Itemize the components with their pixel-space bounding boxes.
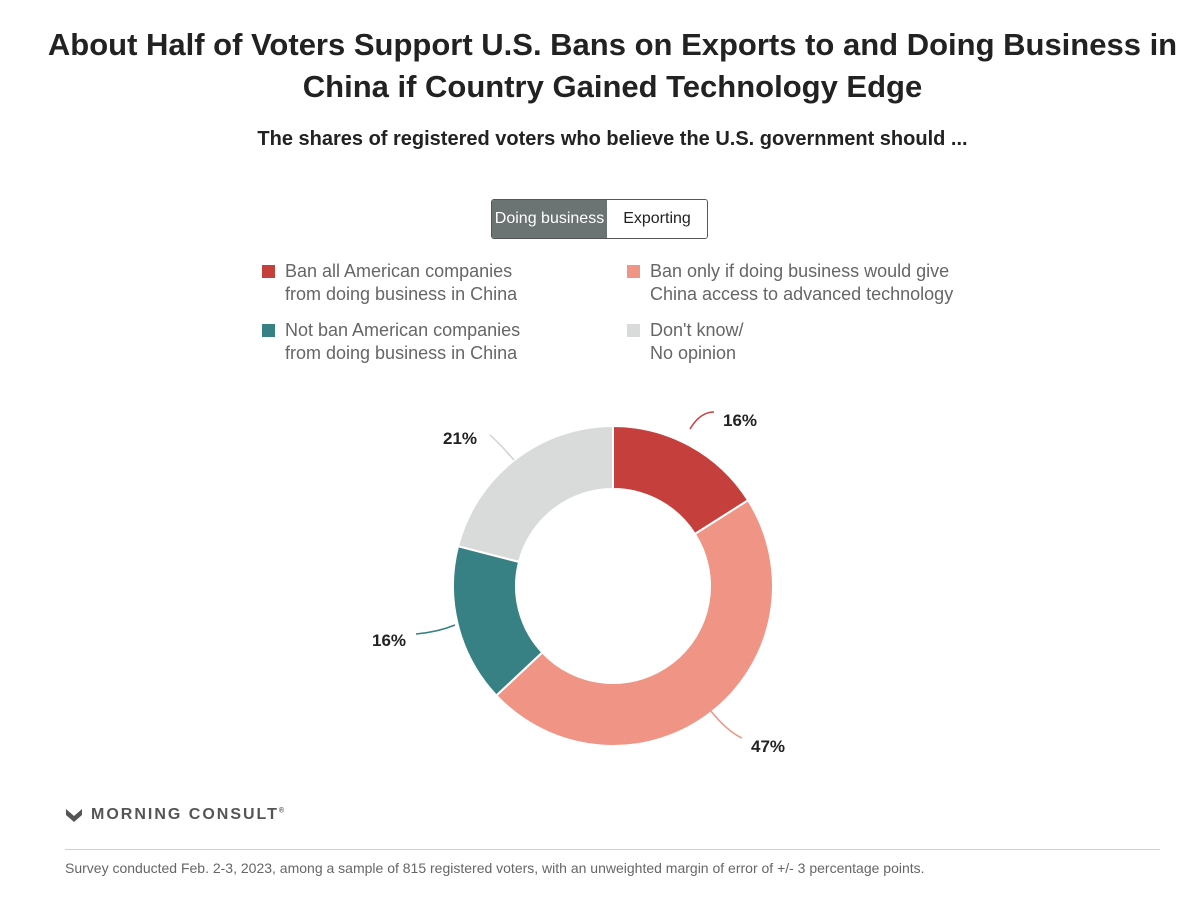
leader-line-3 [489,434,515,461]
legend-swatch [262,265,275,278]
legend-label: Ban only if doing business would give Chi… [650,261,954,304]
legend-label: Not ban American companies from doing bus… [285,320,521,363]
legend-item-not-ban[interactable]: Not ban American companies from doing bus… [262,319,585,365]
leader-line-0 [689,411,715,430]
donut-slice-1[interactable] [494,498,774,747]
tab-exporting[interactable]: Exporting [607,200,707,238]
donut-chart: 16% 47% 16% 21% [372,411,785,756]
data-label-3: 21% [443,429,477,448]
legend-item-dont-know[interactable]: Don't know/No opinion [627,319,950,365]
data-label-1: 47% [751,737,785,756]
legend-item-ban-only-if[interactable]: Ban only if doing business would give Chi… [627,260,1010,306]
donut-slice-3[interactable] [456,424,614,564]
leader-line-1 [709,709,743,739]
data-label-0: 16% [723,411,757,430]
legend-item-ban-all[interactable]: Ban all American companies from doing bus… [262,260,585,306]
legend-swatch [262,324,275,337]
legend-swatch [627,324,640,337]
footer-divider [65,849,1160,850]
morning-consult-logo-icon [66,809,82,822]
brand-logo: MORNING CONSULT® [65,806,284,824]
legend-label: Don't know/No opinion [650,320,744,363]
data-label-2: 16% [372,631,406,650]
leader-line-2 [415,624,456,635]
tab-doing-business[interactable]: Doing business [492,200,607,238]
view-toggle: Doing business Exporting [491,199,708,239]
survey-footnote: Survey conducted Feb. 2-3, 2023, among a… [65,860,925,876]
legend-label: Ban all American companies from doing bus… [285,261,518,304]
logo-text: MORNING CONSULT® [91,806,285,823]
chart-title: About Half of Voters Support U.S. Bans o… [47,27,1178,104]
chart-subtitle: The shares of registered voters who beli… [257,128,968,150]
legend-swatch [627,265,640,278]
